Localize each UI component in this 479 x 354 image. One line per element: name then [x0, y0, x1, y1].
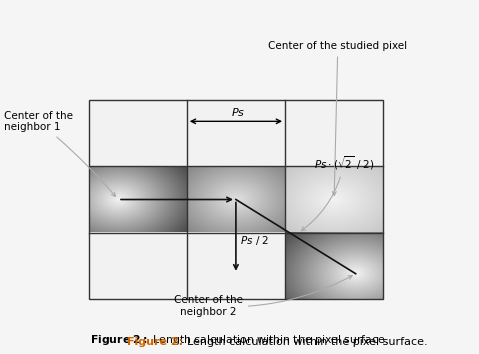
Text: $Ps \cdot (\sqrt{2}\ /\ 2)$: $Ps \cdot (\sqrt{2}\ /\ 2)$: [301, 154, 375, 231]
Text: Center of the
neighbor 2: Center of the neighbor 2: [174, 276, 352, 317]
Bar: [89, 100, 383, 299]
Text: $\mathbf{Figure\ 2:}$$\rm{\ Length\ calculation\ within\ the\ pixel\ surface.}$: $\mathbf{Figure\ 2:}$$\rm{\ Length\ calc…: [91, 333, 388, 347]
Text: Center of the
neighbor 1: Center of the neighbor 1: [4, 111, 115, 196]
Text: $Ps\ /\ 2$: $Ps\ /\ 2$: [240, 234, 269, 247]
Text: $Ps$: $Ps$: [231, 107, 245, 119]
Text: Figure 2:: Figure 2:: [127, 337, 183, 347]
Text: Center of the studied pixel: Center of the studied pixel: [268, 41, 407, 195]
Text: Length calculation within the pixel surface.: Length calculation within the pixel surf…: [187, 337, 427, 347]
